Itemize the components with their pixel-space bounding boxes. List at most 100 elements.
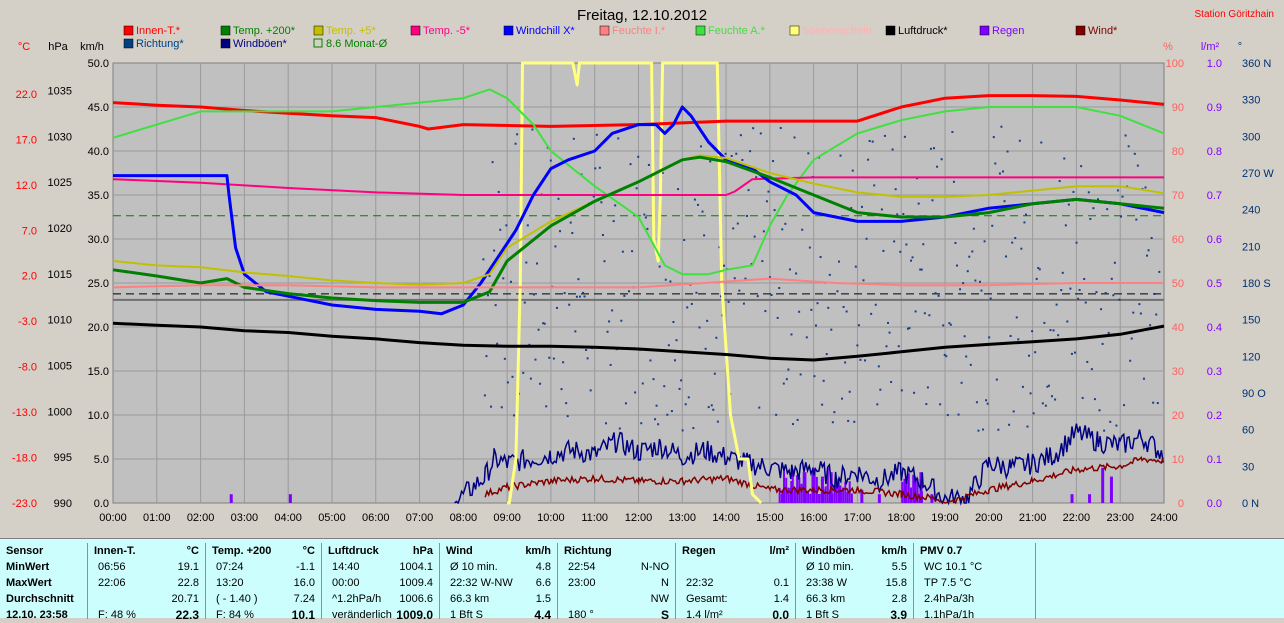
direction-point <box>631 250 634 253</box>
direction-point <box>582 291 585 294</box>
direction-point <box>1058 180 1061 183</box>
direction-point <box>718 246 721 249</box>
legend-swatch <box>410 25 421 36</box>
direction-point <box>966 270 969 273</box>
direction-point <box>624 402 627 405</box>
direction-point <box>1103 429 1106 432</box>
direction-point <box>1057 334 1060 337</box>
legend-swatch <box>220 25 231 36</box>
direction-point <box>761 260 764 263</box>
direction-point <box>1066 320 1069 323</box>
rain-bar <box>778 487 781 503</box>
legend-swatch <box>885 25 896 36</box>
rain-tick-label: 0.8 <box>1207 146 1222 158</box>
direction-point <box>839 154 842 157</box>
direction-point <box>666 413 669 416</box>
x-tick-label: 19:00 <box>931 512 959 524</box>
direction-point <box>1098 409 1101 412</box>
direction-point <box>692 427 695 430</box>
direction-point <box>675 339 678 342</box>
direction-point <box>785 378 788 381</box>
direction-point <box>707 406 710 409</box>
direction-point <box>724 152 727 155</box>
wind-tick-label: 10.0 <box>88 410 109 422</box>
direction-point <box>856 344 859 347</box>
rain-tick-label: 0.1 <box>1207 454 1222 466</box>
rain-bar <box>807 490 810 503</box>
direction-point <box>1020 247 1023 250</box>
direction-point <box>503 357 506 360</box>
richtung-title: Richtung <box>564 545 612 557</box>
direction-point <box>768 276 771 279</box>
luftdruck-row-label: 14:40 <box>332 561 360 573</box>
direction-point <box>514 142 517 145</box>
direction-point <box>765 200 768 203</box>
direction-point <box>888 331 891 334</box>
direction-point <box>807 152 810 155</box>
x-tick-label: 17:00 <box>844 512 872 524</box>
direction-point <box>902 213 905 216</box>
series-line <box>112 277 1164 289</box>
boeen-column: Windböen km/h Ø 10 min. 5.5 23:38 W 15.8 66.3 … <box>798 543 914 622</box>
direction-point <box>700 145 703 148</box>
richtung-row-value: NW <box>650 593 669 605</box>
pressure-tick-label: 990 <box>54 498 72 510</box>
rain-bar <box>803 472 807 503</box>
direction-point <box>1000 125 1003 128</box>
direction-point <box>727 300 730 303</box>
direction-point <box>1153 292 1156 295</box>
direction-point <box>509 280 512 283</box>
direction-point <box>914 310 917 313</box>
x-tick-label: 13:00 <box>669 512 697 524</box>
humidity-tick-label: 70 <box>1172 190 1184 202</box>
legend-entry: 8.6 Monat-Ø <box>326 38 388 50</box>
direction-point <box>871 140 874 143</box>
direction-point <box>1078 288 1081 291</box>
luftdruck-unit: hPa <box>412 545 433 557</box>
direction-point <box>1100 308 1103 311</box>
direction-point <box>606 330 609 333</box>
direction-point <box>663 385 666 388</box>
direction-point <box>569 221 572 224</box>
direction-point <box>906 327 909 330</box>
direction-point <box>883 134 886 137</box>
temp-tick-label: 17.0 <box>16 134 37 146</box>
direction-point <box>1133 152 1136 155</box>
direction-point <box>494 304 497 307</box>
rain-bar <box>846 491 849 503</box>
richtung-row-label: 180 ° <box>568 609 594 621</box>
rain-bar <box>877 494 881 503</box>
x-tick-label: 08:00 <box>450 512 478 524</box>
direction-point <box>575 295 578 298</box>
direction-point <box>1149 324 1152 327</box>
direction-point <box>600 201 603 204</box>
temp200-row-value: 7.24 <box>293 593 315 605</box>
direction-point <box>562 361 565 364</box>
luftdruck-row-value: 1006.6 <box>399 593 433 605</box>
direction-point <box>775 413 778 416</box>
temp200-row-value: 16.0 <box>293 577 315 589</box>
direction-point <box>960 381 963 384</box>
humidity-tick-label: 40 <box>1172 322 1184 334</box>
legend-entry: Windchill X* <box>516 25 575 37</box>
direction-point <box>879 388 882 391</box>
direction-point <box>497 190 500 193</box>
direction-point <box>690 302 693 305</box>
rain-bar <box>907 473 910 503</box>
rain-bar <box>831 493 834 503</box>
direction-point <box>903 135 906 138</box>
station-name: Station Göritzhain <box>1195 9 1275 20</box>
wind-unit: km/h <box>525 545 551 557</box>
pressure-tick-label: 1015 <box>48 269 72 281</box>
temp200-row-label: ( - 1.40 ) <box>216 593 258 605</box>
direction-point <box>847 419 850 422</box>
temp-tick-label: 2.0 <box>22 271 37 283</box>
direction-point <box>577 278 580 281</box>
direction-point <box>1075 241 1078 244</box>
direction-point <box>1023 221 1026 224</box>
direction-point <box>989 297 992 300</box>
x-tick-label: 10:00 <box>537 512 565 524</box>
legend-swatch <box>789 25 800 36</box>
legend-entry: Wind* <box>1088 25 1118 37</box>
direction-point <box>1017 338 1020 341</box>
